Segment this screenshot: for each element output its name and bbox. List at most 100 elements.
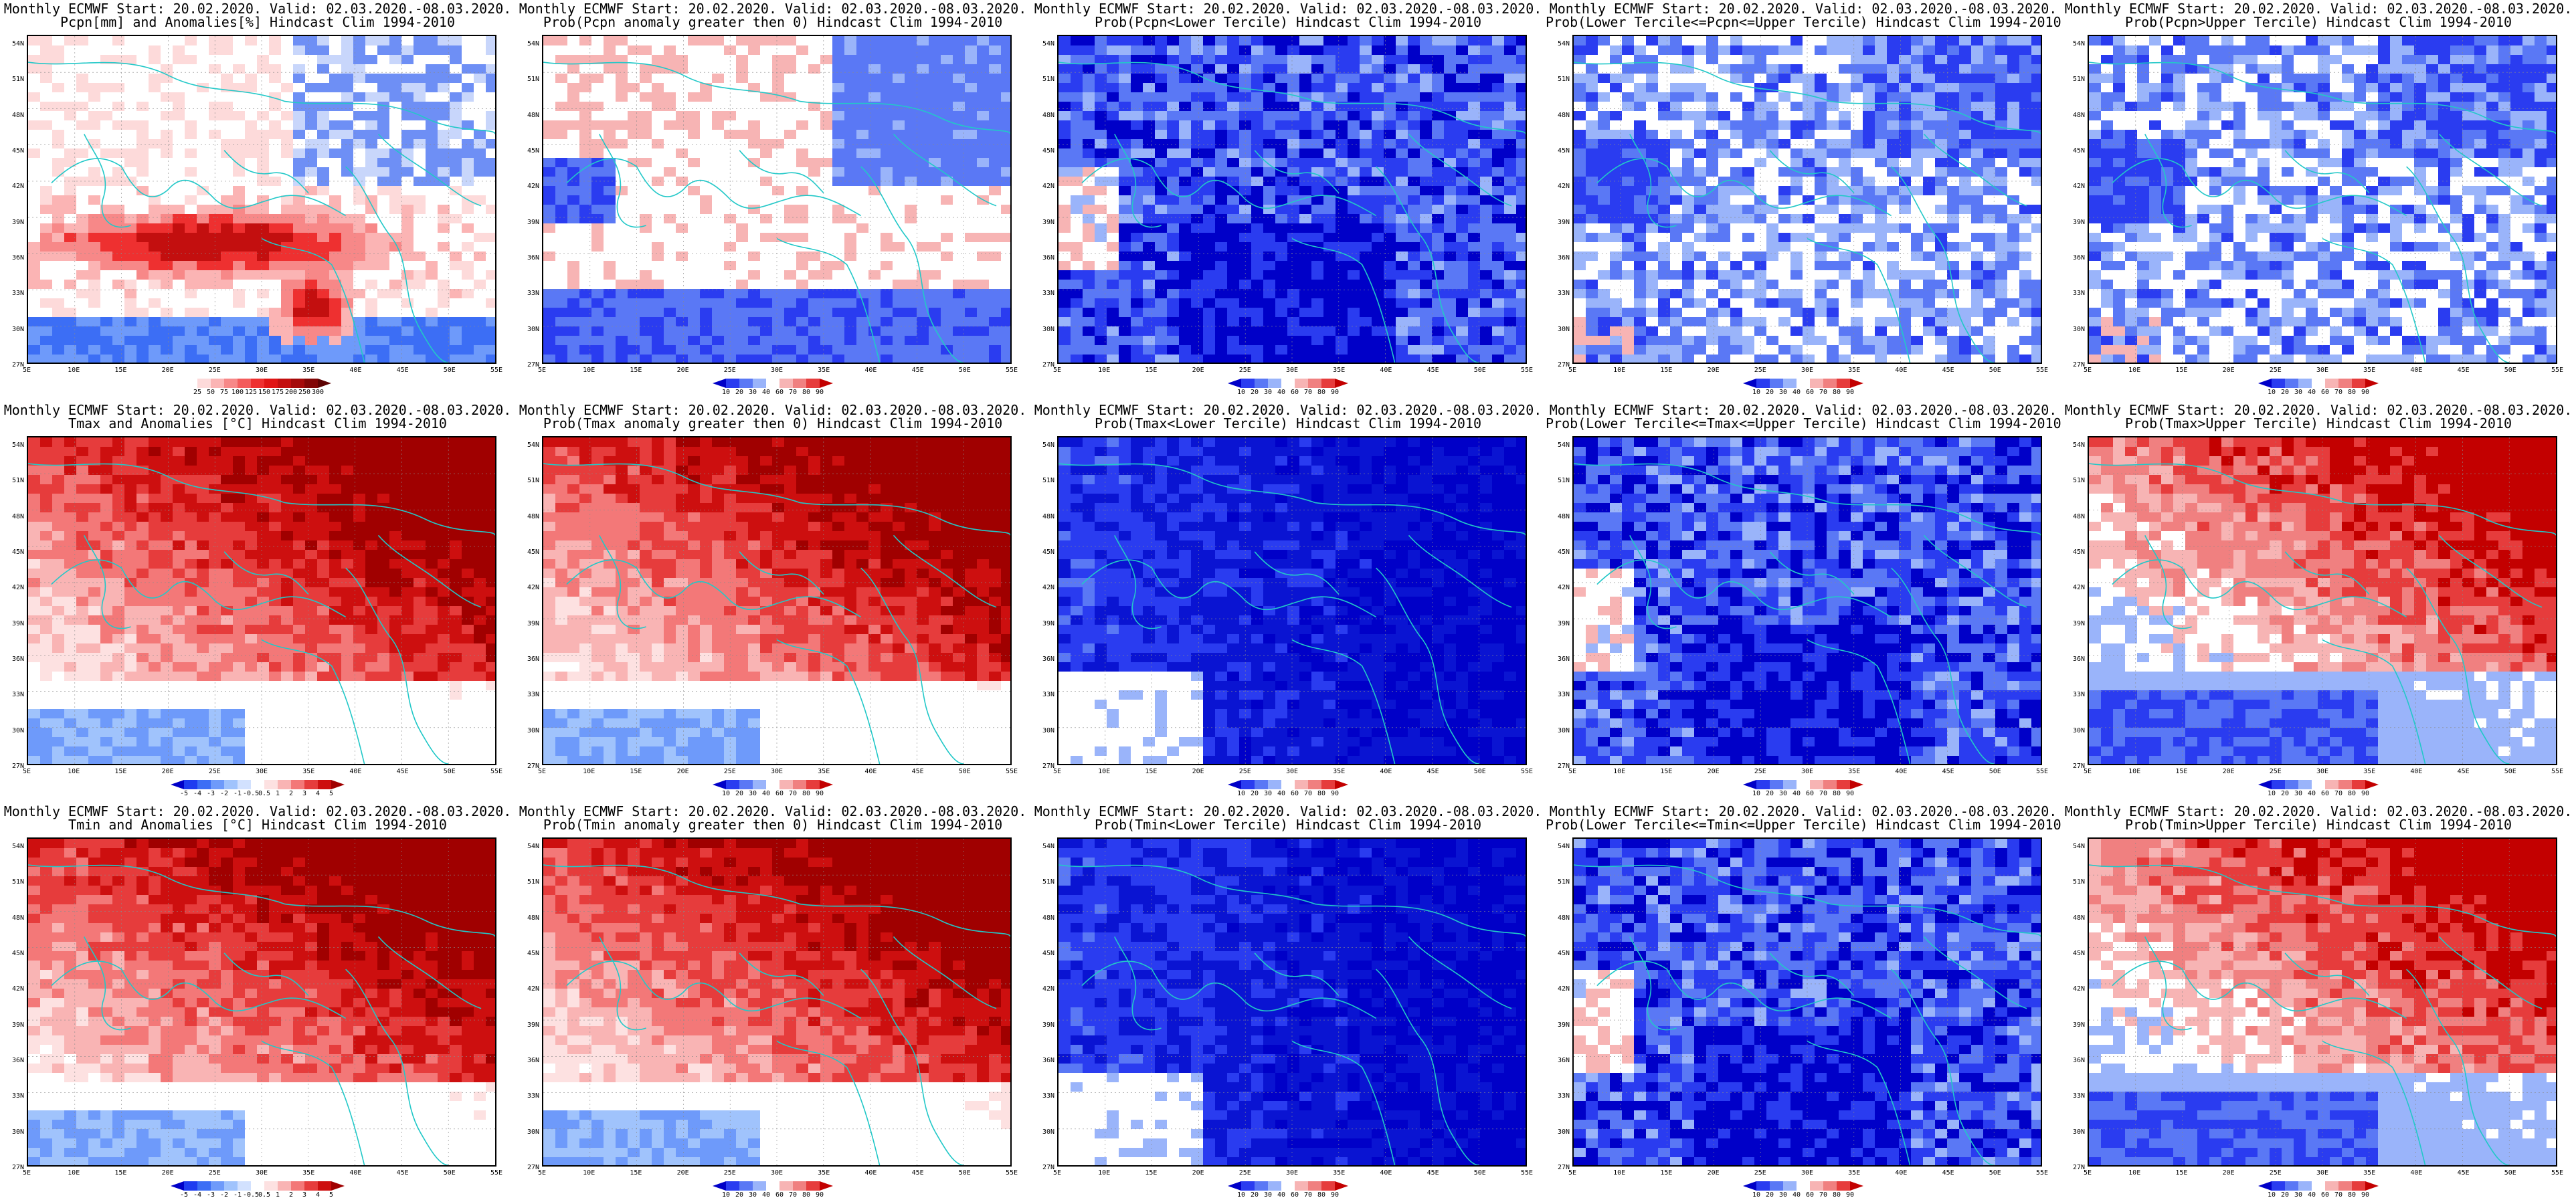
field-cell [724,195,737,205]
field-cell [856,233,869,243]
field-cell [929,345,941,355]
field-cell [1408,355,1420,363]
field-cell [881,233,893,243]
field-cell [64,308,77,318]
field-cell [209,139,221,149]
field-cell [28,345,41,355]
field-cell [844,64,857,74]
field-cell [652,214,664,224]
field-cell [1658,83,1671,93]
field-cell [579,111,592,121]
field-cell [1191,326,1204,336]
field-cell [1167,280,1180,290]
field-cell [688,270,701,280]
field-cell [772,280,785,290]
field-cell [245,355,258,363]
field-cell [628,102,640,112]
field-cell [40,252,53,262]
field-cell [868,74,881,84]
field-cell [1742,102,1755,112]
field-cell [233,289,246,299]
field-cell [1167,270,1180,280]
field-cell [1203,92,1216,102]
field-cell [1360,252,1372,262]
field-cell [591,298,604,308]
field-cell [413,195,426,205]
field-cell [543,83,556,93]
field-cell [640,270,652,280]
field-cell [1598,195,1611,205]
field-cell [1275,195,1288,205]
field-cell [1167,326,1180,336]
field-cell [760,214,773,224]
field-cell [772,317,785,327]
field-cell [820,167,833,177]
field-cell [136,120,149,130]
field-cell [1935,177,1948,187]
field-cell [2007,64,2020,74]
field-cell [305,242,318,252]
field-cell [1658,36,1671,46]
field-cell [124,205,137,215]
field-cell [893,195,905,205]
field-cell [1658,74,1671,84]
field-cell [905,233,917,243]
field-cell [269,158,282,168]
field-cell [1167,233,1180,243]
field-cell [567,120,580,130]
field-cell [173,120,185,130]
field-cell [197,317,209,327]
field-cell [317,130,330,140]
field-cell [1311,233,1324,243]
map-image [27,35,496,364]
field-cell [1131,242,1143,252]
field-cell [856,242,869,252]
field-cell [1179,252,1192,262]
field-cell [1239,336,1252,346]
field-cell [1622,130,1635,140]
field-cell [377,242,390,252]
field-cell [1179,130,1192,140]
field-cell [1071,139,1083,149]
field-cell [628,298,640,308]
field-cell [124,298,137,308]
field-cell [929,158,941,168]
field-cell [1492,233,1505,243]
field-cell [664,139,676,149]
field-cell [616,55,628,65]
field-cell [1586,74,1598,84]
field-cell [1323,298,1336,308]
field-cell [700,298,713,308]
field-cell [100,205,113,215]
field-cell [881,92,893,102]
field-cell [438,74,450,84]
field-cell [1827,158,1839,168]
field-cell [2031,102,2041,112]
colorbar-segment [238,379,251,388]
field-cell [700,55,713,65]
field-cell [796,195,809,205]
field-cell [1001,177,1010,187]
field-cell [1586,186,1598,196]
colorbar-tick-label: 125 [241,389,261,396]
field-cell [1227,148,1240,159]
field-cell [28,167,41,177]
field-cell [1444,233,1457,243]
field-cell [591,45,604,56]
field-cell [149,233,161,243]
field-cell [1348,355,1360,363]
field-cell [868,345,881,355]
field-cell [64,45,77,56]
field-cell [1119,102,1131,112]
field-cell [1444,308,1457,318]
field-cell [281,345,294,355]
field-cell [2007,177,2020,187]
field-cell [293,111,306,121]
field-cell [1143,223,1156,233]
field-cell [1706,120,1719,130]
field-cell [832,102,845,112]
field-cell [1646,186,1659,196]
field-cell [989,345,1002,355]
field-cell [808,223,821,233]
field-cell [953,289,965,299]
